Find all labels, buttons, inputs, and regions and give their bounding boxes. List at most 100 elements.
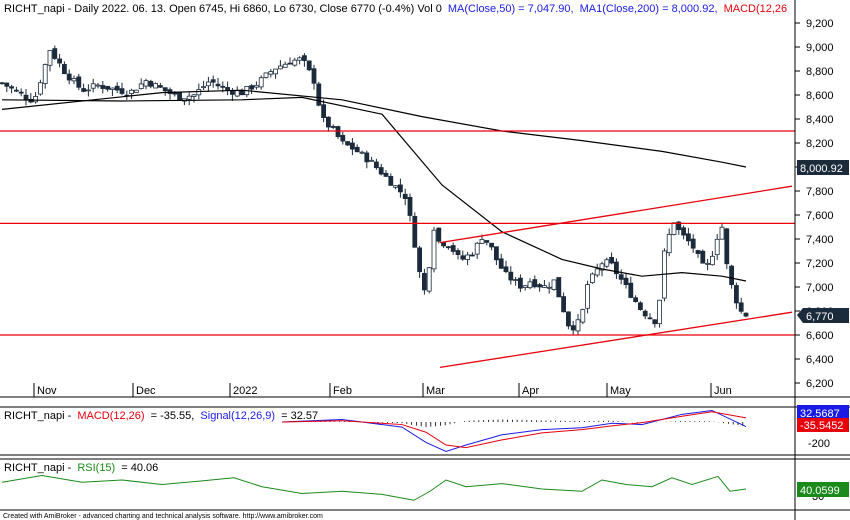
candle-body [129,89,135,94]
rsi-line [1,474,747,501]
candle-body [666,234,672,254]
candle-body [369,159,375,162]
candle-body [551,279,557,291]
rsi-header-prefix: RICHT_napi - [4,462,72,474]
candle-body [503,266,509,273]
candle-body [220,85,226,88]
candle-body [570,325,576,331]
x-tick-label: Dec [136,385,156,397]
candle-body [33,96,38,103]
moving-averages [1,89,747,282]
candle-body [518,277,523,289]
signal-badge: 32.5687 [797,405,849,420]
candle-body [23,94,29,100]
candle-body [743,312,749,317]
candle-body [148,80,154,87]
candle-body [594,268,600,276]
candle-body [460,255,466,260]
candle-body [431,229,437,270]
candle-body [522,285,528,288]
candle-body [316,83,322,106]
candle-body [493,246,499,261]
candle-body [566,311,571,327]
candle-body [623,277,629,285]
candle-body [90,83,96,89]
candle-body [191,94,197,97]
candle-body [436,227,442,242]
candle-body [657,299,662,325]
candle-body [556,277,562,298]
candle-body [162,87,168,92]
candle-body [239,90,245,96]
candle-body [724,228,730,265]
macd-y-tick: -200 [808,438,830,450]
candle-body [28,98,34,103]
candle-body [373,161,379,169]
price-candles [0,45,749,336]
candle-body [186,95,192,100]
candle-body [172,92,178,95]
candle-body [114,85,120,91]
candle-body [253,84,259,88]
candle-body [167,89,173,94]
candle-body [690,238,696,249]
candle-body [292,59,298,66]
candle-body [287,62,293,65]
candle-body [143,80,149,87]
candle-body [676,221,682,231]
candle-body [681,227,686,236]
candle-body [388,176,394,186]
candle-body [330,126,336,128]
candle-body [119,88,125,94]
trend-channel [439,185,793,369]
channel-lower-line [439,311,793,369]
macd-pane: -200 [281,409,830,452]
candle-body [710,255,715,266]
x-tick-label: Nov [37,385,57,397]
candle-body [633,297,638,303]
candle-body [234,90,240,97]
candle-body [695,250,701,254]
ma50-line [1,96,747,282]
candle-body [153,83,159,89]
y-tick-label: 8,800 [806,66,834,78]
candle-body [177,91,183,101]
rsi-badge-text: 40.0599 [800,485,840,497]
x-tick-label: May [610,385,631,397]
candle-body [76,76,82,88]
candle-body [225,87,231,91]
candle-body [18,91,24,94]
candle-body [196,89,202,96]
candle-body [719,226,725,240]
candle-body [561,296,566,313]
macd-histogram [286,419,744,428]
candle-body [450,245,456,252]
macd-header: RICHT_napi - MACD(12,26) = -35.55, Signa… [4,410,318,422]
candle-body [52,48,58,59]
candle-body [229,90,235,95]
y-tick-label: 6,200 [806,378,834,390]
x-tick-label: 2022 [233,385,257,397]
x-tick-label: Apr [522,385,539,397]
candle-body [575,319,581,332]
candle-body [38,82,43,95]
y-tick-label: 8,400 [806,114,834,126]
macd-cut-label: MACD(12,26 [724,3,788,15]
y-tick-label: 9,000 [806,42,834,54]
ma200-line [1,89,747,168]
candle-body [628,282,634,298]
y-tick-label: 7,600 [806,210,834,222]
candle-body [258,77,264,88]
candle-body [705,262,710,265]
candle-body [100,85,106,89]
rsi-header-label: RSI(15) [77,462,115,474]
candle-body [0,82,5,85]
candle-body [513,279,518,281]
candle-body [599,263,605,271]
macd-header-label: MACD(12,26) [77,410,144,422]
rsi-badge: 40.0599 [797,482,849,497]
candle-body [340,135,346,142]
candle-body [465,254,471,260]
